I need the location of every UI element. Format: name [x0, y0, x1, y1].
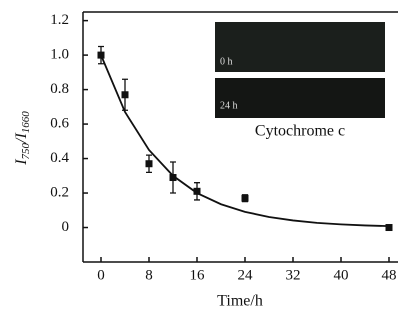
- y-tick-label: 0.6: [50, 116, 69, 132]
- x-tick-label: 0: [97, 267, 105, 283]
- x-tick-label: 8: [145, 267, 153, 283]
- data-point: [122, 91, 129, 98]
- data-point: [194, 188, 201, 195]
- y-axis-label: I750/I1660: [13, 111, 32, 166]
- inset-caption: Cytochrome c: [255, 123, 345, 140]
- chart: 0 h 24 h Cytochrome c Time/h I750/I1660 …: [0, 0, 399, 317]
- inset-label: 0 h: [220, 56, 233, 67]
- y-tick-label: 1.2: [50, 12, 69, 28]
- y-tick-label: 0.8: [50, 81, 69, 97]
- y-label-part: 1660: [20, 111, 32, 134]
- y-tick-label: 0.4: [50, 150, 69, 166]
- y-label-part: /I: [13, 133, 30, 144]
- inset-label: 24 h: [220, 100, 238, 111]
- y-tick-label: 1.0: [50, 47, 69, 63]
- x-tick-label: 24: [238, 267, 254, 283]
- data-point: [242, 195, 249, 202]
- x-tick-label: 32: [286, 267, 301, 283]
- x-axis-label: Time/h: [217, 293, 263, 310]
- inset-image-24h: [215, 78, 385, 118]
- y-label-part: 750: [20, 142, 32, 159]
- data-point: [386, 224, 393, 231]
- inset-image-0h: [215, 22, 385, 72]
- y-tick-label: 0.2: [50, 184, 69, 200]
- data-point: [170, 174, 177, 181]
- x-tick-label: 40: [334, 267, 349, 283]
- data-point: [98, 52, 105, 59]
- data-point: [146, 160, 153, 167]
- y-tick-label: 0: [62, 219, 70, 235]
- x-tick-label: 48: [382, 267, 397, 283]
- x-tick-label: 16: [190, 267, 206, 283]
